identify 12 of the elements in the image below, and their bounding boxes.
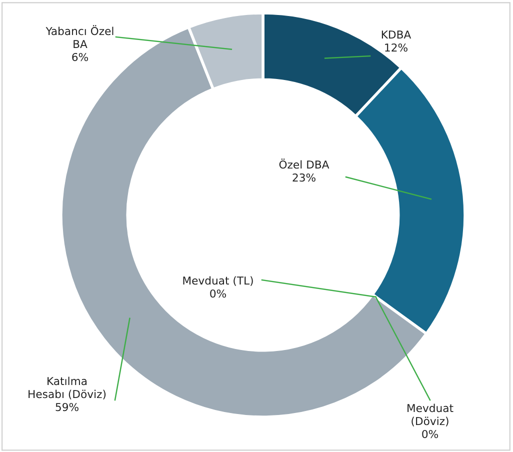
data-label: 23% — [292, 173, 316, 182]
category-label: Mevduat (Döviz) — [408, 404, 454, 426]
slice-label: Katılma Hesabı (Döviz) — [28, 376, 106, 400]
slice-label: Yabancı Özel BA — [46, 25, 114, 48]
text: 0% — [210, 289, 226, 298]
slice-label: KDBA — [382, 30, 412, 38]
text: 0% — [422, 430, 438, 438]
data-label: 12% — [385, 43, 408, 52]
data-label: 6% — [72, 52, 88, 62]
data-label: 59% — [56, 402, 78, 412]
slice-label: Özel DBA — [279, 158, 330, 169]
category-label: Mevduat (TL) — [183, 276, 253, 286]
